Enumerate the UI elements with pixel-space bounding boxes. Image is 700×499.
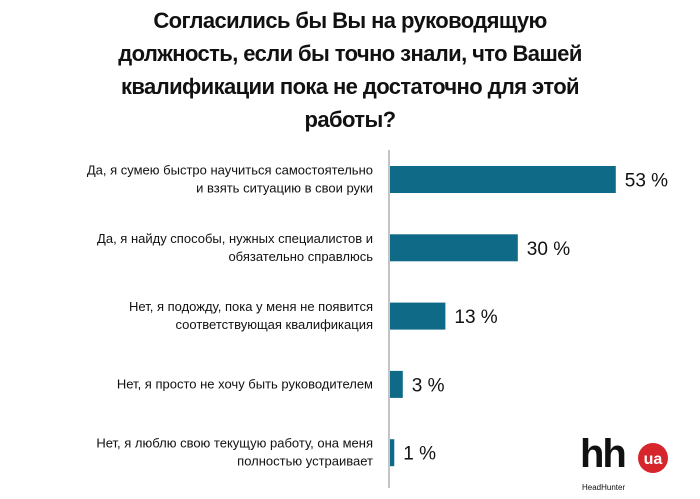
logo-ua-badge [638, 443, 668, 473]
category-label: Да, я сумею быстро научиться самостоятел… [87, 163, 373, 178]
bar [390, 439, 395, 467]
category-label: Нет, я подожду, пока у меня не появится [129, 299, 373, 314]
category-label: соответствующая квалификация [176, 317, 373, 332]
bar [390, 234, 518, 262]
category-label: Нет, я просто не хочу быть руководителем [117, 376, 373, 391]
category-label: Нет, я люблю свою текущую работу, она ме… [96, 436, 373, 451]
data-label: 13 % [454, 307, 497, 328]
data-label: 53 % [625, 171, 668, 192]
category-label: полностью устраивает [237, 454, 373, 469]
bar [390, 370, 403, 398]
bar [390, 302, 446, 330]
bar [390, 166, 616, 193]
data-label: 1 % [403, 444, 436, 465]
title-line: работы? [304, 107, 397, 132]
chart-title: Согласились бы Вы на руководящую должнос… [0, 4, 700, 136]
logo-subtitle: HeadHunter [582, 483, 625, 492]
data-label: 30 % [527, 239, 570, 260]
title-line: Согласились бы Вы на руководящую [153, 8, 547, 33]
category-label: Да, я найду способы, нужных специалистов… [97, 231, 373, 246]
logo-hh-text: hh [580, 432, 625, 476]
title-line: должность, если бы точно знали, что Ваше… [118, 41, 582, 66]
title-line: квалификации пока не достаточно для этой [121, 74, 580, 99]
data-label: 3 % [412, 375, 445, 396]
category-label: и взять ситуацию в свои руки [196, 181, 373, 196]
category-label: обязательно справлюсь [228, 249, 373, 264]
headhunter-logo: hh ua HeadHunter [580, 432, 668, 492]
logo-ua-text: ua [644, 451, 663, 468]
